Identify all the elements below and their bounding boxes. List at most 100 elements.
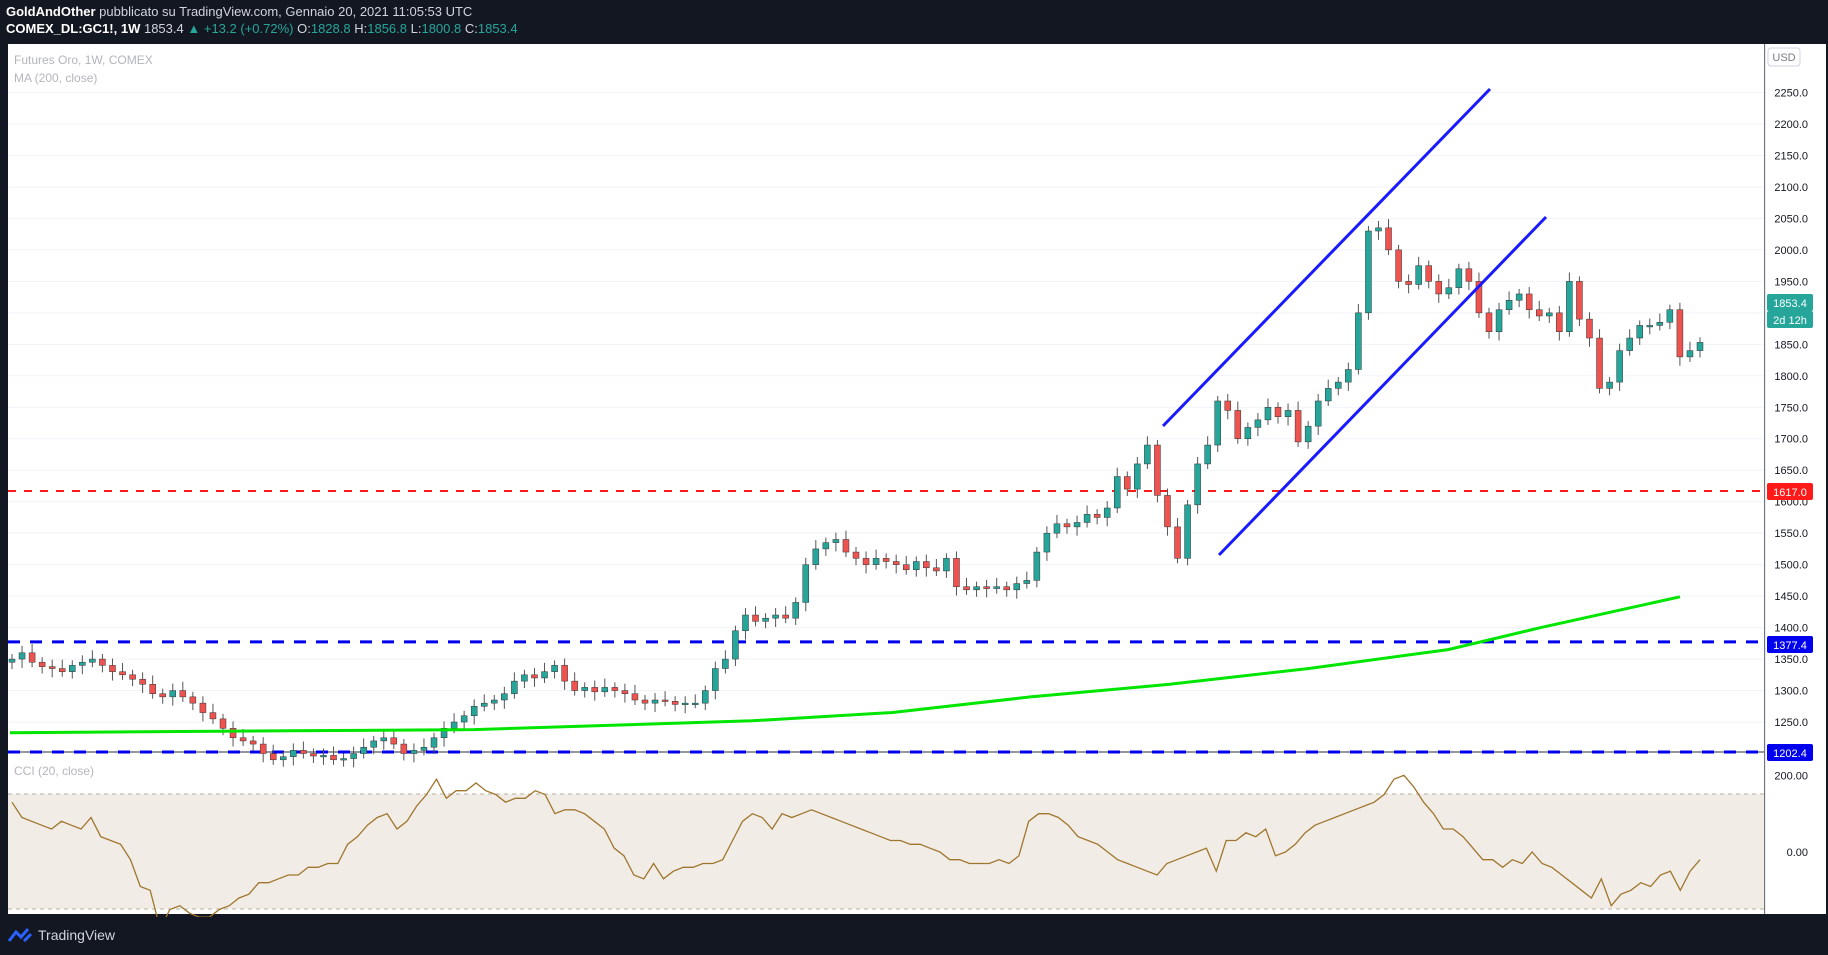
candle-body <box>259 743 267 754</box>
candle-body <box>1254 419 1262 428</box>
high-label: H: <box>354 21 368 36</box>
candle-body <box>1385 227 1392 251</box>
candle-body <box>832 539 840 543</box>
candle-body <box>1606 381 1613 389</box>
currency-label: USD <box>1772 52 1795 64</box>
candle-body <box>1616 350 1623 383</box>
candles <box>8 219 1704 768</box>
candle-body <box>1204 444 1211 465</box>
candle-body <box>822 542 830 550</box>
price-tick-label: 1800.0 <box>1774 371 1808 383</box>
candle-body <box>1324 388 1332 402</box>
candle-body <box>913 561 920 570</box>
price-tick-label: 1950.0 <box>1774 276 1808 288</box>
price-tick-label: 1300.0 <box>1774 686 1808 698</box>
candle-body <box>460 715 468 723</box>
candle-body <box>169 690 177 698</box>
channel-lower-line[interactable] <box>1217 215 1548 557</box>
candle-body <box>99 658 106 666</box>
candle-body <box>1535 309 1543 317</box>
candle-body <box>1505 300 1513 310</box>
candle-body <box>1636 325 1643 339</box>
candle-body <box>802 564 810 603</box>
price-axis[interactable]: USD 1250.0 1300.0 1350.0 1400.0 1450.0 1500.0… <box>1764 44 1826 917</box>
candle-body <box>812 548 820 565</box>
candle-body <box>1284 410 1292 417</box>
blue-level-badge-2 <box>1767 744 1813 761</box>
cci-line[interactable] <box>11 774 1701 917</box>
price-tick-label: 1750.0 <box>1774 402 1808 414</box>
change-arrow-icon: ▲ <box>187 21 201 36</box>
candle-body <box>1043 532 1051 553</box>
candle-body <box>470 706 478 716</box>
candle-body <box>1214 400 1221 446</box>
publish-line: GoldAndOther pubblicato su TradingView.c… <box>6 4 472 19</box>
candle-body <box>1676 309 1684 358</box>
candle-body <box>450 721 458 729</box>
candle-body <box>360 746 367 754</box>
red-level-badge-text: 1617.0 <box>1773 487 1807 499</box>
candle-body <box>1596 337 1603 389</box>
candle-body <box>892 561 900 565</box>
candle-body <box>762 617 769 622</box>
candle-body <box>269 753 277 761</box>
candle-body <box>350 753 357 759</box>
candle-body <box>129 674 136 680</box>
candle-body <box>1515 293 1523 301</box>
candle-body <box>1184 504 1191 559</box>
candle-body <box>1264 407 1272 421</box>
candle-body <box>1234 410 1242 439</box>
candle-body <box>380 737 388 742</box>
tradingview-logo[interactable]: TradingView <box>8 927 115 943</box>
candle-body <box>28 652 36 663</box>
candle-body <box>792 602 799 619</box>
candle-body <box>702 690 709 704</box>
grid <box>8 92 1764 723</box>
candle-body <box>48 666 56 669</box>
candle-body <box>38 661 46 667</box>
candle-body <box>109 665 116 672</box>
open-value: 1828.8 <box>310 21 351 36</box>
price-tick-label: 1500.0 <box>1774 560 1808 572</box>
blue-level-badge-1-text: 1377.4 <box>1773 640 1807 652</box>
channel-upper-line[interactable] <box>1161 87 1492 428</box>
candle-body <box>310 753 317 757</box>
candle-body <box>933 567 940 572</box>
candle-body <box>1023 580 1031 584</box>
candle-body <box>1355 312 1362 370</box>
candle-body <box>229 728 237 739</box>
candle-body <box>501 693 508 701</box>
candle-body <box>973 586 980 591</box>
candle-body <box>1144 444 1151 465</box>
candle-body <box>1576 281 1583 320</box>
candle-body <box>681 702 689 705</box>
candle-body <box>541 671 548 679</box>
author-name[interactable]: GoldAndOther <box>6 4 96 19</box>
price-tick-label: 2000.0 <box>1774 245 1808 257</box>
candle-body <box>1013 583 1021 591</box>
candle-body <box>69 665 76 672</box>
currency-box[interactable] <box>1767 47 1801 67</box>
candle-body <box>983 586 990 589</box>
candle-body <box>1063 523 1071 528</box>
ma200-line[interactable] <box>9 595 1681 735</box>
candle-body <box>209 712 217 720</box>
publish-info: pubblicato su TradingView.com, Gennaio 2… <box>99 4 473 19</box>
price-tick-label: 1450.0 <box>1774 591 1808 603</box>
candle-body <box>1244 427 1252 439</box>
candle-body <box>1365 230 1372 314</box>
candle-body <box>521 674 528 682</box>
candle-body <box>1656 322 1664 326</box>
price-tick-label: 1250.0 <box>1774 717 1808 729</box>
candle-body <box>1465 268 1473 282</box>
price-tick-label: 2100.0 <box>1774 182 1808 194</box>
candle-body <box>1194 463 1201 506</box>
candle-body <box>671 701 679 705</box>
price-tick-label: 1400.0 <box>1774 623 1808 635</box>
candle-body <box>862 558 870 565</box>
candle-body <box>1546 312 1553 317</box>
candle-body <box>491 699 498 704</box>
chart-canvas[interactable]: Futures Oro, 1W, COMEX MA (200, close) C… <box>0 42 1828 917</box>
candle-body <box>772 614 779 619</box>
candle-body <box>1033 551 1041 581</box>
